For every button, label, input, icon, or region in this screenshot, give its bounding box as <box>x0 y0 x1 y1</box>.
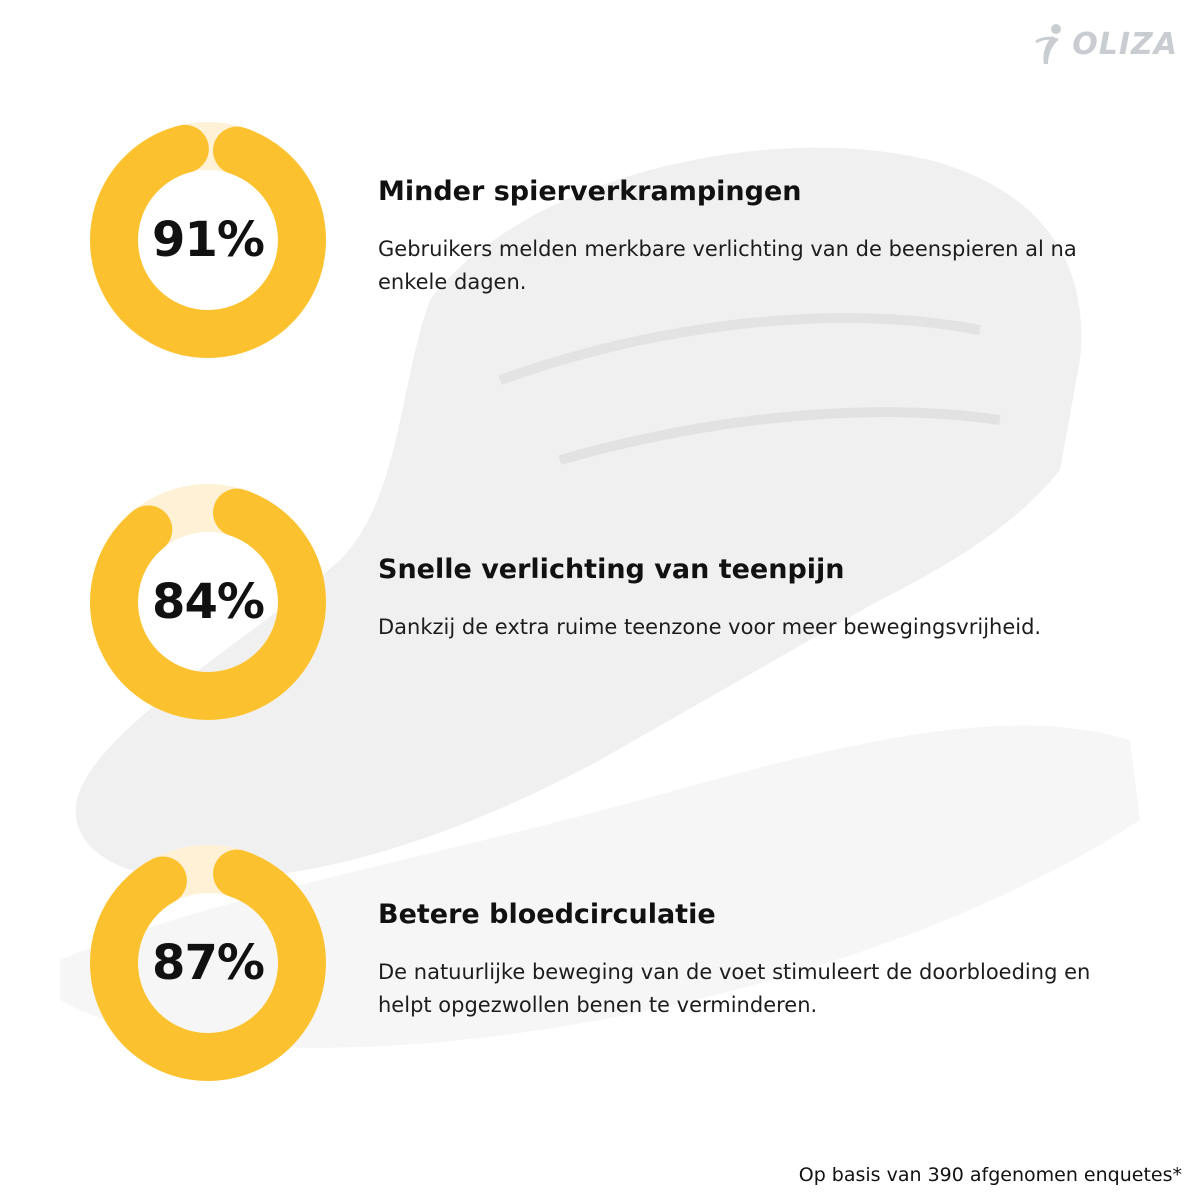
stat-description: Gebruikers melden merkbare verlichting v… <box>378 237 1077 294</box>
stat-title: Minder spierverkrampingen <box>378 176 802 207</box>
stat-item-blood-circulation: 87% Betere bloedcirculatie De natuurlijk… <box>88 843 1148 1083</box>
stat-item-muscle-cramps: 91% Minder spierverkrampingen Gebruikers… <box>88 120 1148 360</box>
progress-ring-fill <box>90 845 326 1081</box>
runner-icon <box>1035 24 1062 64</box>
stat-title: Snelle verlichting van teenpijn <box>378 554 845 585</box>
progress-ring <box>90 121 326 358</box>
stat-description: De natuurlijke beweging van de voet stim… <box>378 960 1091 1017</box>
progress-ring-fill <box>90 484 326 720</box>
stat-item-toe-pain: 84% Snelle verlichting van teenpijn Dank… <box>88 482 1148 722</box>
logo-text: OLIZA <box>1072 26 1178 62</box>
stat-title: Betere bloedcirculatie <box>378 899 716 930</box>
progress-ring <box>90 484 326 720</box>
brand-logo: OLIZA <box>1032 22 1178 66</box>
progress-ring <box>90 845 326 1081</box>
stat-description: Dankzij de extra ruime teenzone voor mee… <box>378 615 1042 639</box>
stat-percentage: 87% <box>152 935 265 991</box>
stat-percentage: 91% <box>152 212 265 268</box>
progress-ring-fill <box>90 121 326 358</box>
stat-percentage: 84% <box>152 574 265 630</box>
survey-footnote: Op basis van 390 afgenomen enquetes* <box>798 1164 1182 1186</box>
